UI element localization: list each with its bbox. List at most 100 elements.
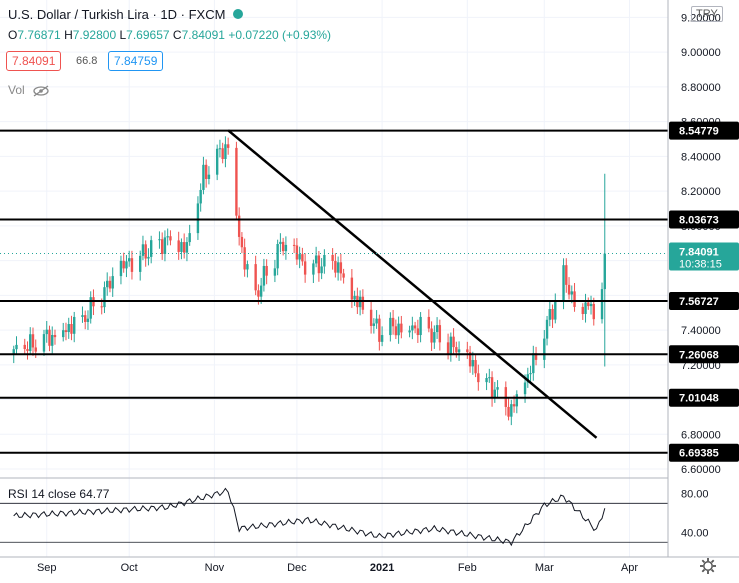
ohlc-row: O7.76871 H7.92800 L7.69657 C7.84091 +0.0… (8, 28, 331, 42)
candle-body (361, 296, 365, 310)
candle-body (471, 360, 475, 367)
candle-body (185, 242, 189, 253)
x-tick-label: Oct (121, 562, 138, 574)
candle-body (551, 308, 554, 320)
candle-body (369, 309, 373, 326)
level-label-bg (669, 443, 739, 462)
candle-body (488, 377, 491, 379)
y-tick-label: 6.60000 (681, 464, 721, 476)
eye-hidden-icon[interactable] (32, 85, 50, 97)
downtrend-line (227, 129, 598, 439)
candle-body (372, 323, 376, 326)
candle-body (166, 236, 169, 238)
high-value: 7.92800 (72, 28, 117, 42)
x-tick-label: 2021 (370, 562, 394, 574)
x-tick-label: Apr (621, 562, 638, 574)
candle-body (141, 244, 145, 256)
spread-value: 66.8 (76, 55, 98, 67)
currency-badge[interactable]: TRY (691, 6, 723, 22)
candle-body (477, 373, 480, 383)
candle-body (207, 174, 211, 179)
candle-body (496, 387, 499, 390)
candle-body (543, 338, 546, 360)
candle-body (259, 285, 263, 297)
candle-body (331, 255, 334, 261)
candle-body (130, 258, 134, 272)
rsi-series-line (13, 487, 606, 547)
candle-body (529, 373, 532, 375)
level-label: 8.03673 (679, 214, 719, 226)
low-value: 7.69657 (126, 28, 170, 42)
candle-body (408, 330, 411, 333)
candle-body (548, 308, 551, 320)
candle-body (438, 325, 442, 343)
candle-body (70, 324, 73, 334)
candle-body (182, 242, 186, 253)
candle-body (295, 245, 299, 260)
candle-body (413, 325, 417, 329)
candle-body (15, 344, 18, 350)
candle-body (106, 280, 109, 288)
candle-body (84, 315, 87, 322)
candle-body (485, 377, 488, 383)
x-tick-label: Feb (458, 562, 477, 574)
volume-toggle[interactable]: Vol (8, 83, 50, 97)
candle-body (510, 404, 513, 417)
trendline[interactable] (227, 129, 598, 439)
candle-body (119, 260, 123, 277)
level-label-bg (669, 388, 739, 407)
candle-body (31, 334, 35, 348)
candle-body (34, 347, 37, 352)
settings-gear-icon[interactable] (699, 557, 717, 575)
candle-body (573, 291, 576, 307)
rsi-title: RSI 14 close (8, 487, 77, 501)
rsi-pane (0, 502, 668, 543)
close-value: 7.84091 (181, 28, 225, 42)
open-label: O (8, 28, 18, 42)
level-label: 7.26068 (679, 349, 719, 361)
ask-button[interactable]: 7.84759 (108, 51, 164, 71)
candle-body (493, 389, 497, 399)
level-label-bg (669, 292, 739, 311)
candle-body (581, 306, 584, 315)
candle-body (215, 148, 219, 175)
candle-body (603, 253, 606, 290)
open-value: 7.76871 (17, 28, 61, 42)
candle-body (51, 334, 54, 346)
candle-body (29, 334, 32, 352)
candle-body (254, 264, 257, 291)
candle-body (64, 330, 68, 333)
y-tick-label: 6.80000 (681, 429, 721, 441)
candle-body (86, 318, 90, 322)
candle-body (320, 266, 323, 274)
candle-body (235, 147, 238, 216)
candle-body (48, 329, 51, 346)
rsi-tick-label: 40.00 (681, 527, 709, 539)
level-label-bg (669, 210, 739, 229)
candle-body (562, 265, 565, 302)
candle-body (243, 247, 246, 270)
countdown-label: 10:38:15 (679, 258, 722, 270)
candle-body (221, 148, 224, 160)
candle-body (224, 144, 227, 160)
candle-body (262, 265, 266, 286)
candle-body (400, 323, 403, 333)
candle-body (188, 233, 191, 243)
candle-body (455, 347, 458, 353)
candle-body (449, 336, 453, 355)
low-label: L (119, 28, 127, 42)
candle-body (240, 236, 244, 248)
candle-body (350, 277, 354, 300)
horizontal-levels[interactable] (0, 129, 668, 454)
candle-body (515, 394, 519, 407)
bid-button[interactable]: 7.84091 (6, 51, 62, 71)
volume-label: Vol (8, 83, 25, 97)
candle-body (397, 323, 400, 336)
candle-body (430, 328, 433, 343)
candle-body (149, 240, 153, 257)
candle-body (334, 260, 337, 273)
candle-body (534, 353, 538, 360)
grid (0, 0, 668, 557)
candle-body (433, 332, 436, 343)
